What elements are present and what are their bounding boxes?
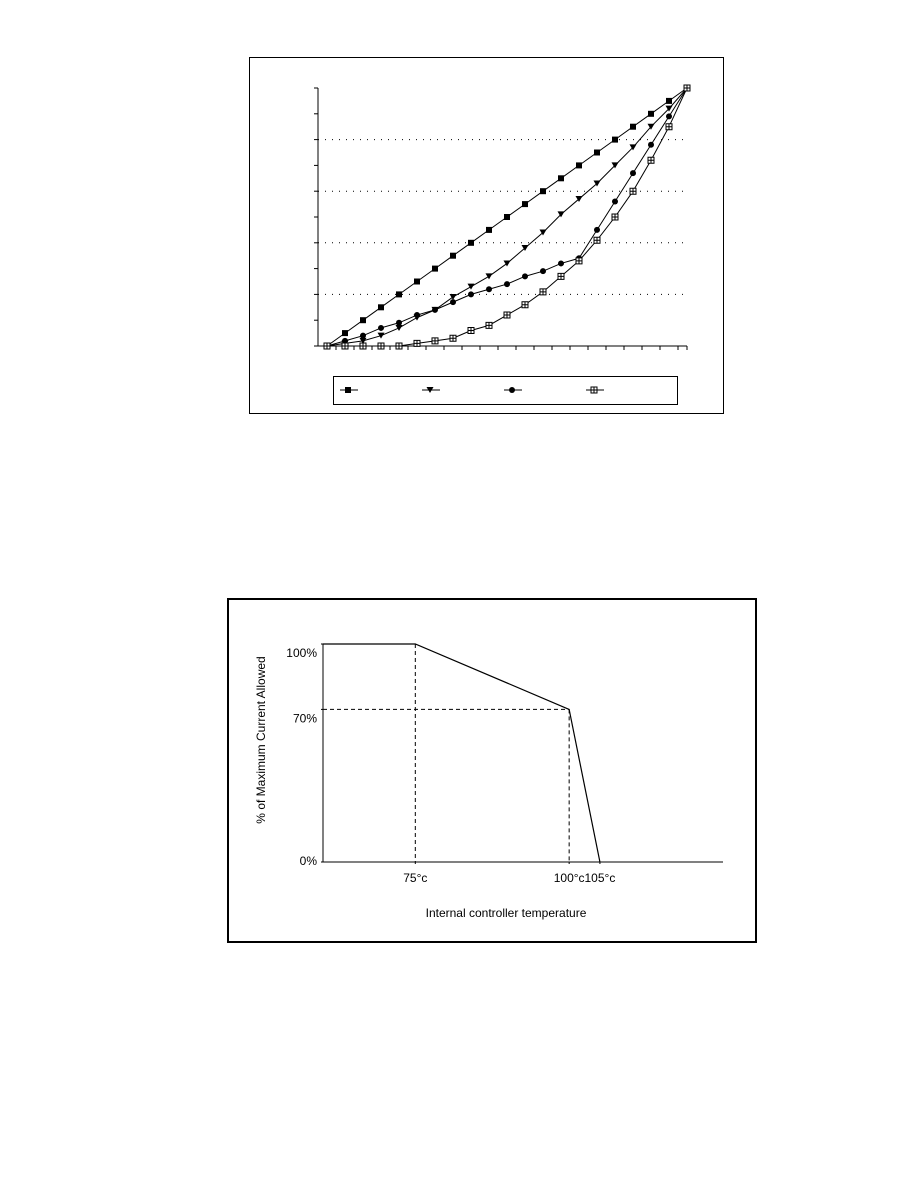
point xyxy=(395,324,403,331)
point xyxy=(378,324,384,331)
point xyxy=(378,304,384,311)
x-tick-label: 100°c xyxy=(554,871,585,885)
chart-frame xyxy=(249,57,724,414)
point xyxy=(593,180,601,187)
point xyxy=(503,260,511,267)
point xyxy=(647,123,655,130)
point xyxy=(611,213,619,221)
point xyxy=(539,229,547,236)
series-line xyxy=(323,643,601,863)
point xyxy=(521,301,529,309)
x-tick-label: 75°c xyxy=(403,871,427,885)
point xyxy=(450,252,456,259)
point xyxy=(522,273,528,280)
point xyxy=(485,273,493,280)
point xyxy=(342,330,348,337)
chart-frame xyxy=(227,598,757,943)
y-tick-label: 0% xyxy=(300,854,318,868)
point xyxy=(575,195,583,202)
point xyxy=(611,162,619,169)
point xyxy=(414,312,420,319)
x-axis-label: Internal controller temperature xyxy=(426,906,587,920)
legend-marker xyxy=(509,387,515,393)
point xyxy=(467,327,475,335)
legend-marker xyxy=(426,387,434,393)
point xyxy=(594,226,600,233)
y-tick-label: 70% xyxy=(293,712,317,726)
point xyxy=(414,278,420,285)
point xyxy=(396,291,402,298)
point xyxy=(449,293,457,300)
point xyxy=(648,141,654,148)
y-axis-label: % of Maximum Current Allowed xyxy=(254,656,268,823)
point xyxy=(629,144,637,151)
point xyxy=(558,260,564,267)
point xyxy=(468,291,474,298)
point xyxy=(648,110,654,117)
legend-box xyxy=(333,376,678,405)
point xyxy=(467,283,475,290)
point xyxy=(683,84,691,92)
point xyxy=(666,113,672,120)
point xyxy=(540,188,546,195)
point xyxy=(485,321,493,329)
point xyxy=(450,299,456,306)
legend-marker xyxy=(345,387,351,393)
point xyxy=(575,257,583,265)
point xyxy=(504,281,510,288)
point xyxy=(558,175,564,182)
point xyxy=(395,342,403,350)
point xyxy=(557,211,565,218)
point xyxy=(539,288,547,296)
point xyxy=(432,265,438,272)
point xyxy=(521,244,529,251)
point xyxy=(341,342,349,350)
point xyxy=(449,334,457,342)
point xyxy=(359,337,367,344)
point xyxy=(612,136,618,143)
point xyxy=(468,239,474,246)
point xyxy=(432,306,438,313)
point xyxy=(630,170,636,177)
point xyxy=(557,272,565,280)
point xyxy=(666,97,672,104)
point xyxy=(576,162,582,169)
legend-marker xyxy=(590,386,598,394)
point xyxy=(647,156,655,164)
point xyxy=(540,268,546,275)
point xyxy=(593,236,601,244)
point xyxy=(360,317,366,324)
point xyxy=(629,187,637,195)
point xyxy=(522,201,528,208)
point xyxy=(377,342,385,350)
point xyxy=(323,342,331,350)
point xyxy=(359,342,367,350)
x-tick-label: 105°c xyxy=(585,871,616,885)
point xyxy=(486,226,492,233)
point xyxy=(413,339,421,347)
point xyxy=(630,123,636,130)
point xyxy=(612,198,618,205)
point xyxy=(594,149,600,156)
point xyxy=(360,332,366,339)
point xyxy=(665,123,673,131)
point xyxy=(396,319,402,326)
y-tick-label: 100% xyxy=(286,646,317,660)
point xyxy=(486,286,492,293)
point xyxy=(504,214,510,220)
point xyxy=(503,311,511,319)
point xyxy=(431,337,439,345)
point xyxy=(342,337,348,344)
point xyxy=(665,105,673,112)
point xyxy=(377,332,385,339)
